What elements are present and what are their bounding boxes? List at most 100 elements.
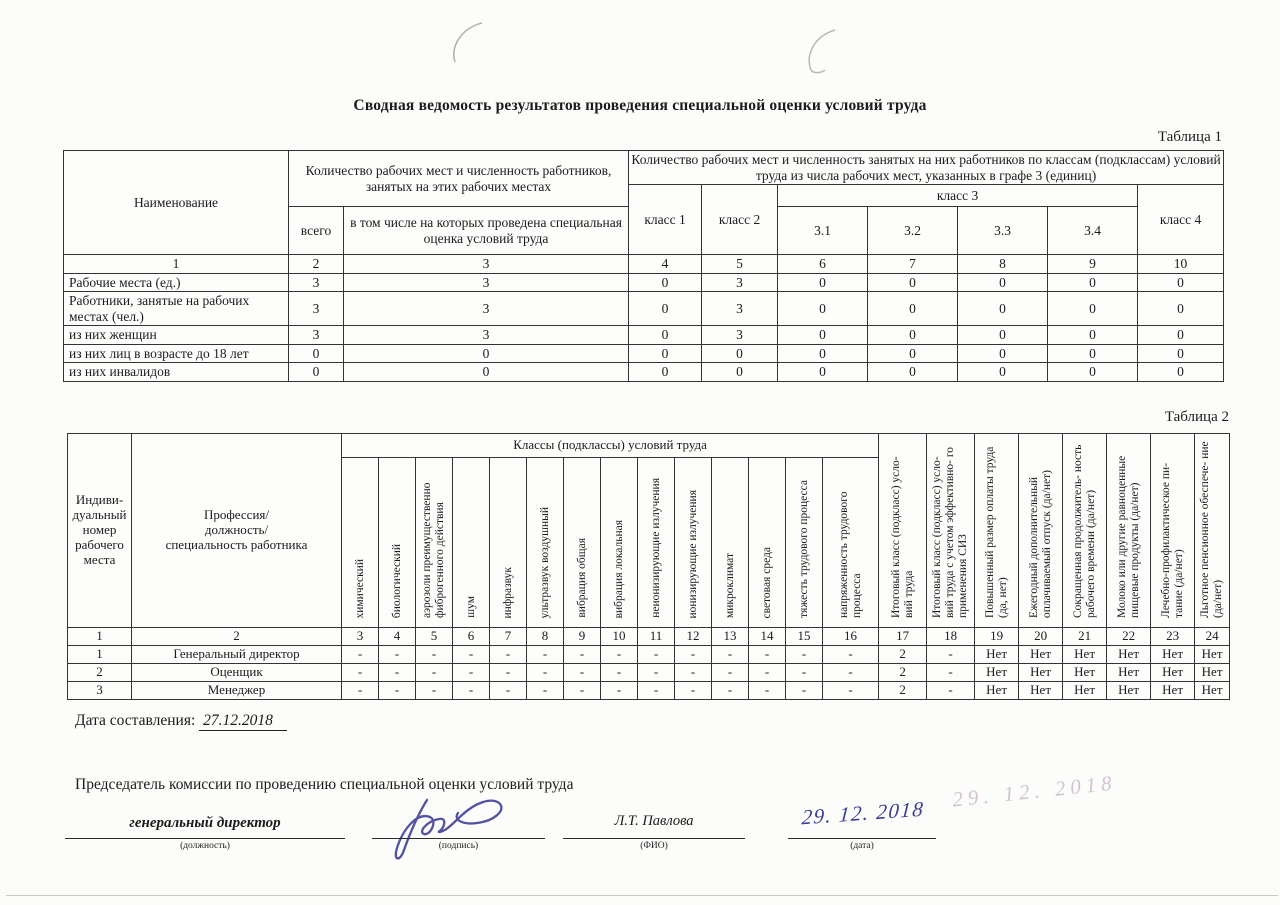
t2-benefit: Нет — [974, 662, 1020, 682]
t2-factor-value: - — [341, 680, 379, 700]
t1-header-class3: класс 3 — [777, 184, 1139, 208]
t2-factor-value: - — [821, 645, 880, 664]
t2-benefit: Нет — [1062, 645, 1108, 664]
t2-factor-value: - — [489, 645, 527, 664]
signature-caption: (подпись) — [438, 841, 479, 851]
t2-factor-value: - — [674, 645, 712, 664]
t2-header-final-class: Итоговый класс (подкласс) усло- вий труд… — [878, 433, 928, 628]
t1-value: 0 — [1047, 325, 1139, 345]
t2-header-factor-vibration-local: вибрация локальная — [600, 457, 638, 628]
t2-colnum: 15 — [785, 627, 823, 646]
t2-benefit: Нет — [1018, 645, 1064, 664]
t2-row-manager: 3 Менеджер - - - - - - - - - - - - - - 2… — [67, 680, 1231, 700]
t2-colnum: 12 — [674, 627, 712, 646]
t2-factor-value: - — [526, 680, 564, 700]
t2-benefit: Нет — [1106, 680, 1152, 700]
t2-colnum: 14 — [748, 627, 786, 646]
t1-value: 0 — [1047, 343, 1139, 364]
t2-factor-value: - — [452, 662, 490, 682]
t2-factor-value: - — [489, 680, 527, 700]
t2-benefit: Нет — [1150, 645, 1196, 664]
t1-value: 0 — [628, 325, 703, 345]
summary-table-1: Наименование Количество рабочих мест и ч… — [63, 149, 1225, 382]
t2-final-class-siz: - — [926, 645, 976, 664]
t1-value: 0 — [777, 291, 869, 327]
t2-header-factor-biological: биологический — [378, 457, 416, 628]
t1-value: 0 — [288, 343, 344, 364]
t2-colnum: 11 — [637, 627, 675, 646]
t1-value: 0 — [628, 362, 703, 382]
results-table-2: Индиви- дуальный номер рабочего места Пр… — [67, 433, 1231, 700]
t1-value: 0 — [342, 343, 630, 364]
t1-value: 0 — [1047, 362, 1139, 382]
t2-benefit: Нет — [1194, 645, 1231, 664]
t2-header-increased-pay: Повышенный размер оплаты труда (да, нет) — [974, 433, 1020, 628]
t2-factor-value: - — [748, 645, 786, 664]
page-title: Сводная ведомость результатов проведения… — [353, 97, 927, 114]
t2-factor-value: - — [378, 645, 416, 664]
t2-header-factor-noise: шум — [452, 457, 490, 628]
t2-header-factor-infrasound: инфразвук — [489, 457, 527, 628]
t2-factor-value: - — [452, 645, 490, 664]
t2-factor-value: - — [600, 645, 638, 664]
t2-factor-value: - — [378, 680, 416, 700]
t1-value: 0 — [1137, 272, 1225, 293]
t1-colnum: 5 — [701, 254, 779, 274]
t2-header-factor-chemical: химический — [341, 457, 379, 628]
t1-value: 0 — [867, 362, 959, 382]
t1-header-sub31: 3.1 — [777, 206, 869, 256]
t2-factor-value: - — [711, 645, 749, 664]
t1-value: 0 — [957, 291, 1049, 327]
t1-row-minors: из них лиц в возрасте до 18 лет 0 0 0 0 … — [63, 343, 1225, 364]
t2-benefit: Нет — [1194, 662, 1231, 682]
t2-header-factor-vibration-general: вибрация общая — [563, 457, 601, 628]
t2-factor-value: - — [785, 645, 823, 664]
t1-value: 0 — [867, 272, 959, 293]
t1-row-label: из них женщин — [63, 325, 289, 345]
t2-benefit: Нет — [1106, 662, 1152, 682]
signature-icon — [394, 798, 503, 860]
t2-factor-value: - — [452, 680, 490, 700]
t2-benefit: Нет — [974, 645, 1020, 664]
t1-row-label: из них инвалидов — [63, 362, 289, 382]
t2-factor-value: - — [415, 680, 453, 700]
t2-header-factor-ionizing: ионизирующие излучения — [674, 457, 712, 628]
t2-benefit: Нет — [1150, 662, 1196, 682]
t2-colnum: 1 — [67, 627, 132, 646]
t2-colnum: 8 — [526, 627, 564, 646]
t2-colnum: 9 — [563, 627, 601, 646]
t2-factor-value: - — [785, 662, 823, 682]
t1-value: 0 — [777, 272, 869, 293]
t1-value: 0 — [867, 291, 959, 327]
t2-colnum: 20 — [1018, 627, 1064, 646]
t2-final-class: 2 — [878, 680, 928, 700]
t1-header-sub32: 3.2 — [867, 206, 959, 256]
t2-factor-value: - — [600, 662, 638, 682]
t2-header-preferential-pension: Льготное пенсионное обеспече- ние (да/не… — [1194, 433, 1231, 628]
t2-colnum: 18 — [926, 627, 976, 646]
t1-value: 0 — [957, 272, 1049, 293]
t2-factor-value: - — [526, 662, 564, 682]
signature-line — [372, 838, 545, 839]
t2-colnum: 22 — [1106, 627, 1152, 646]
t1-value: 3 — [288, 291, 344, 327]
t1-value: 0 — [777, 343, 869, 364]
t1-colnum: 1 — [63, 254, 289, 274]
t2-colnum: 17 — [878, 627, 928, 646]
t1-value: 0 — [628, 272, 703, 293]
position-line — [65, 838, 345, 839]
t1-value: 0 — [957, 325, 1049, 345]
t2-header-classes-band: Классы (подклассы) условий труда — [340, 433, 880, 458]
signature-date-handwritten: 29. 12. 2018 — [800, 796, 926, 830]
name-line — [563, 838, 745, 839]
t2-factor-value: - — [674, 662, 712, 682]
t1-row-label: Рабочие места (ед.) — [63, 272, 289, 293]
t2-colnum: 4 — [378, 627, 416, 646]
t1-colnum: 9 — [1047, 254, 1139, 274]
t1-numbering-row: 1 2 3 4 5 6 7 8 9 10 — [63, 254, 1225, 274]
t1-row-workers: Работники, занятые на рабочих местах (че… — [63, 291, 1225, 327]
t2-factor-value: - — [637, 662, 675, 682]
t2-colnum: 13 — [711, 627, 749, 646]
t2-factor-value: - — [674, 680, 712, 700]
